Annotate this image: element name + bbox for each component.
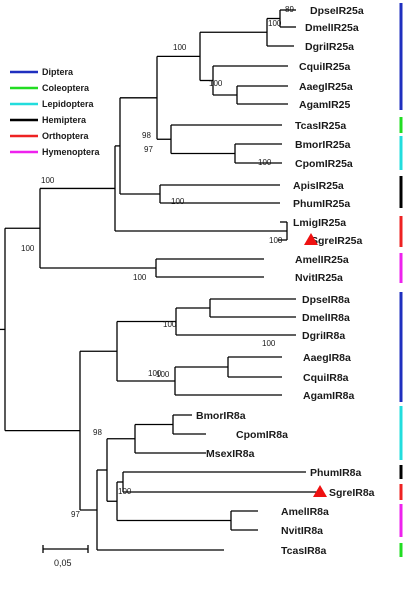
taxon-label: DmelIR8a [302,312,350,324]
bootstrap-value: 100 [21,244,35,253]
legend-label: Diptera [42,67,74,77]
taxon-label: AaegIR25a [299,81,353,93]
bootstrap-value: 100 [173,43,187,52]
bootstrap-value: 100 [156,370,170,379]
taxon-label: CpomIR8a [236,429,288,441]
bootstrap-value: 100 [148,369,162,378]
bootstrap-value: 100 [133,273,147,282]
taxon-label: DgriIR8a [302,330,345,342]
legend-label: Lepidoptera [42,99,94,109]
legend: Diptera Coleoptera Lepidoptera Hemiptera Ort… [10,67,101,157]
bootstrap-value: 100 [163,320,177,329]
taxon-labels: DpseIR25a DmelIR25a DgriIR25a CquiIR25a Aaeg… [196,5,375,557]
triangle-marker [304,233,318,245]
taxon-label: DgriIR25a [305,41,354,53]
taxon-label: MsexIR8a [206,448,255,460]
bootstrap-value: 100 [258,158,272,167]
taxon-label: PhumIR25a [293,198,350,210]
taxon-label: PhumIR8a [310,467,362,479]
bootstrap-value: 100 [262,339,276,348]
bootstrap-value: 100 [118,487,132,496]
sgre-markers [304,233,327,497]
legend-label: Hymenoptera [42,147,101,157]
bootstrap-value: 89 [285,5,294,14]
legend-label: Orthoptera [42,131,89,141]
bootstrap-value: 98 [93,428,102,437]
taxon-label: TcasIR8a [281,545,326,557]
bootstrap-value: 98 [142,131,151,140]
taxon-label: TcasIR25a [295,120,346,132]
bootstrap-values: 8910010010098971001001001001001001001009… [21,5,294,519]
taxon-label: LmigIR25a [293,217,346,229]
scale-bar-label: 0,05 [54,558,72,568]
taxon-label: CquiIR25a [299,61,351,73]
taxon-label: DmelIR25a [305,22,359,34]
taxon-label: NvitIR8a [281,525,323,537]
scale-bar: 0,05 [42,545,89,568]
taxon-label: BmorIR25a [295,139,351,151]
triangle-marker [313,485,327,497]
bootstrap-value: 100 [268,19,282,28]
taxon-label: AgamIR25 [299,99,351,111]
bootstrap-value: 100 [209,79,223,88]
taxon-label: DpseIR8a [302,294,350,306]
tree-branches [0,9,318,551]
taxon-label: NvitIR25a [295,272,343,284]
bootstrap-value: 100 [41,176,55,185]
taxon-label: BmorIR8a [196,410,246,422]
taxon-label: CpomIR25a [295,158,353,170]
legend-label: Hemiptera [42,115,87,125]
taxon-label: SgreIR25a [311,235,363,247]
bootstrap-value: 100 [269,236,283,245]
bootstrap-value: 97 [144,145,153,154]
taxon-label: SgreIR8a [329,487,375,499]
legend-label: Coleoptera [42,83,90,93]
taxon-label: AaegIR8a [303,352,351,364]
taxon-label: AmelIR8a [281,506,329,518]
taxon-label: AgamIR8a [303,390,355,402]
taxon-label: AmelIR25a [295,254,349,266]
taxon-label: CquiIR8a [303,372,349,384]
bootstrap-value: 97 [71,510,80,519]
taxon-label: DpseIR25a [310,5,364,17]
taxon-label: ApisIR25a [293,180,344,192]
bootstrap-value: 100 [171,197,185,206]
